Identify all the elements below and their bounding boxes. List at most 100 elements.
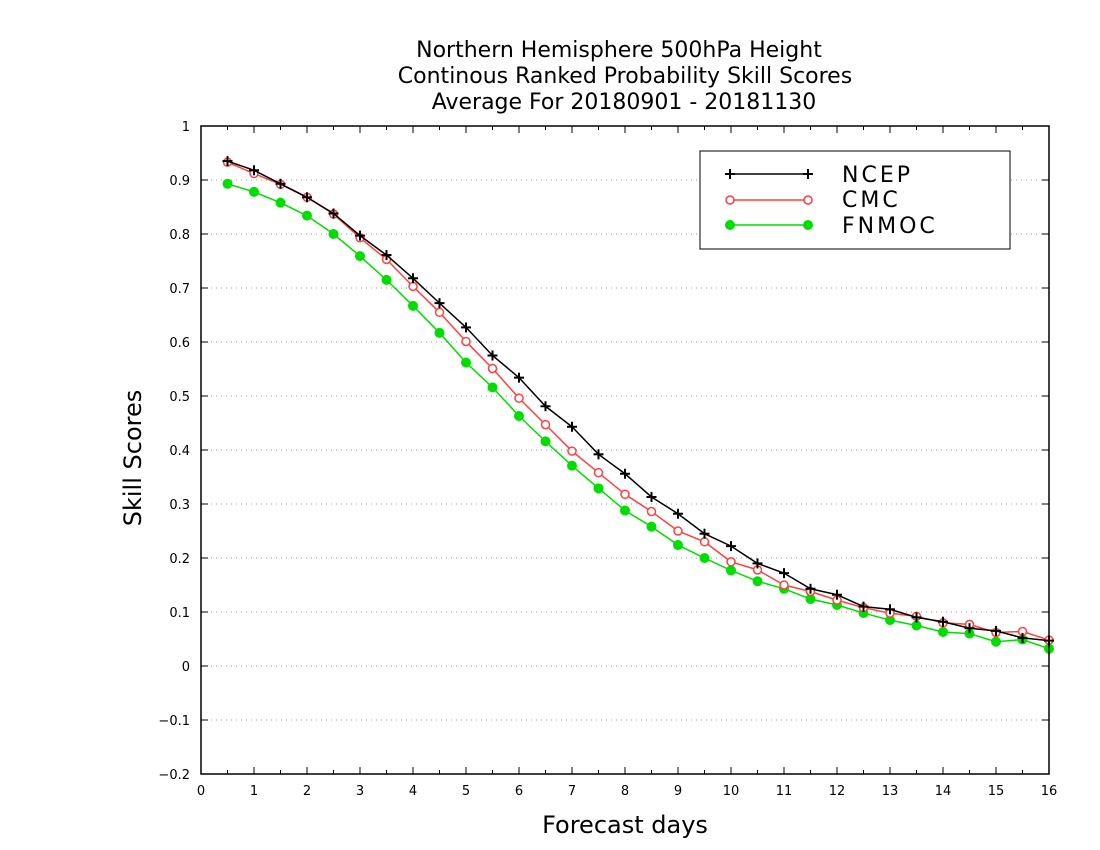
legend-label-fnmoc: FNMOC [842, 214, 938, 239]
y-tick-label-10: 0.8 [169, 228, 190, 243]
chart-title-line-1: Northern Hemisphere 500hPa Height [416, 38, 822, 63]
point-fnmoc-7 [408, 300, 418, 311]
plot-area [200, 125, 1050, 775]
point-fnmoc-1 [249, 186, 259, 197]
point-cmc-18 [699, 537, 710, 547]
legend-marker-end-cmc [803, 195, 813, 205]
grid-lines [201, 179, 1049, 721]
x-tick-label-6: 6 [515, 784, 523, 799]
point-ncep-7 [408, 273, 418, 284]
point-cmc-19 [726, 557, 736, 567]
point-fnmoc-15 [620, 505, 630, 516]
point-cmc-17 [673, 526, 683, 536]
point-fnmoc-20 [752, 576, 763, 587]
legend-marker-start-cmc [725, 195, 735, 205]
point-ncep-26 [911, 612, 922, 623]
legend-marker-start-ncep [725, 169, 735, 179]
y-tick-label-6: 0.4 [169, 444, 190, 459]
point-ncep-25 [885, 604, 895, 615]
legend-marker-end-ncep [803, 169, 813, 179]
x-axis-label: Forecast days [542, 811, 708, 839]
x-tick-label-7: 7 [568, 784, 576, 799]
point-cmc-16 [646, 506, 657, 517]
y-tick-label-3: 0.1 [169, 606, 190, 621]
point-ncep-15 [620, 468, 630, 479]
point-fnmoc-5 [355, 251, 365, 262]
x-tick-label-0: 0 [197, 784, 205, 799]
point-fnmoc-2 [275, 197, 286, 208]
y-tick-label-1: −0.1 [158, 714, 190, 729]
y-tick-label-12: 1 [182, 120, 190, 135]
y-tick-label-11: 0.9 [169, 174, 190, 189]
y-tick-label-5: 0.3 [169, 498, 190, 513]
y-tick-label-2: 0 [182, 660, 190, 675]
x-tick-label-14: 14 [935, 784, 952, 799]
point-fnmoc-17 [673, 540, 683, 551]
point-fnmoc-10 [487, 382, 498, 393]
point-ncep-3 [302, 192, 312, 203]
legend-marker-end-fnmoc [803, 220, 813, 230]
x-tick-label-2: 2 [303, 784, 311, 799]
point-ncep-29 [991, 625, 1001, 636]
point-fnmoc-9 [461, 357, 471, 368]
point-cmc-15 [620, 489, 630, 500]
y-tick-label-4: 0.2 [169, 552, 190, 567]
series-lines [222, 156, 1054, 654]
point-ncep-16 [646, 491, 657, 502]
point-ncep-0 [222, 156, 233, 167]
point-ncep-20 [752, 558, 763, 569]
point-ncep-28 [964, 623, 975, 634]
point-fnmoc-14 [593, 483, 604, 494]
x-tick-label-4: 4 [409, 784, 417, 799]
point-fnmoc-13 [567, 460, 577, 471]
point-cmc-10 [487, 363, 498, 374]
point-cmc-14 [593, 467, 604, 478]
point-fnmoc-3 [302, 210, 312, 221]
y-tick-label-9: 0.7 [169, 282, 190, 297]
x-tick-label-3: 3 [356, 784, 364, 799]
x-tick-label-13: 13 [882, 784, 899, 799]
series-line-fnmoc [227, 183, 1050, 650]
point-fnmoc-16 [646, 521, 657, 532]
chart-title-line-2: Continous Ranked Probability Skill Score… [398, 64, 852, 89]
x-tick-label-1: 1 [250, 784, 258, 799]
x-tick-label-5: 5 [462, 784, 470, 799]
point-ncep-24 [858, 601, 869, 612]
point-ncep-22 [805, 583, 816, 594]
x-tick-label-15: 15 [988, 784, 1005, 799]
point-ncep-11 [514, 372, 524, 383]
point-fnmoc-8 [434, 327, 445, 338]
point-fnmoc-18 [699, 553, 710, 563]
point-ncep-1 [249, 165, 259, 176]
legend: NCEP CMC FNMOC [699, 150, 1011, 250]
x-tick-label-8: 8 [621, 784, 629, 799]
y-axis-label: Skill Scores [119, 390, 147, 527]
point-ncep-18 [699, 528, 710, 539]
point-cmc-8 [434, 307, 445, 318]
point-fnmoc-0 [222, 178, 233, 189]
x-tick-label-9: 9 [674, 784, 682, 799]
point-cmc-11 [514, 393, 524, 403]
point-ncep-6 [381, 250, 392, 261]
point-cmc-7 [408, 281, 418, 292]
point-ncep-4 [328, 208, 339, 219]
legend-marker-start-fnmoc [725, 220, 735, 230]
point-fnmoc-29 [991, 636, 1001, 647]
y-tick-label-7: 0.5 [169, 390, 190, 405]
point-ncep-14 [593, 449, 604, 460]
x-tick-label-10: 10 [723, 784, 740, 799]
y-tick-label-0: −0.2 [158, 768, 190, 783]
y-tick-label-8: 0.6 [169, 336, 190, 351]
point-ncep-17 [673, 508, 683, 519]
point-ncep-21 [779, 568, 789, 579]
x-tick-label-12: 12 [829, 784, 846, 799]
point-cmc-9 [461, 336, 471, 347]
point-fnmoc-19 [726, 565, 736, 576]
point-ncep-8 [434, 298, 445, 309]
point-fnmoc-6 [381, 274, 392, 285]
point-ncep-27 [938, 616, 948, 627]
point-ncep-19 [726, 541, 736, 552]
point-fnmoc-27 [938, 626, 948, 637]
point-fnmoc-4 [328, 229, 339, 239]
